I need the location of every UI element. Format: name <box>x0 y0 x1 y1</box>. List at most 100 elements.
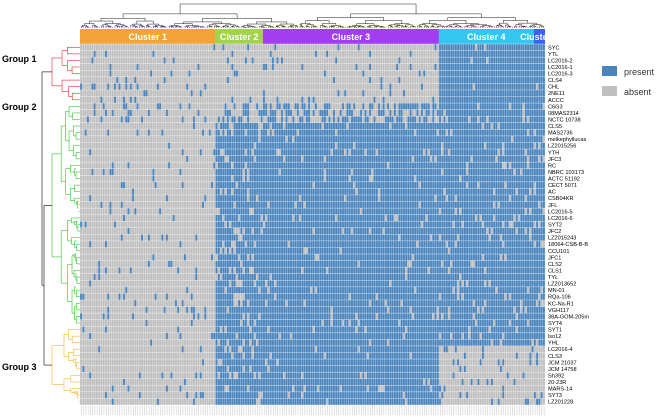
heatmap-cell <box>172 109 175 117</box>
heatmap-cell <box>111 142 114 150</box>
heatmap-cell <box>310 76 313 84</box>
heatmap-cell <box>377 116 381 123</box>
heatmap-cell <box>231 142 234 150</box>
heatmap-cell <box>396 103 399 110</box>
heatmap-cell <box>195 63 198 71</box>
heatmap-cell <box>400 129 403 136</box>
heatmap-cell <box>251 155 254 163</box>
heatmap-cell <box>165 103 169 110</box>
heatmap-cell <box>163 96 166 104</box>
heatmap-cell <box>520 63 523 71</box>
heatmap-cell <box>183 135 187 143</box>
heatmap-cell <box>386 109 390 117</box>
heatmap-cell <box>414 142 417 150</box>
heatmap-cell <box>104 122 108 130</box>
heatmap-cell <box>149 122 153 130</box>
heatmap-cell <box>134 70 137 77</box>
heatmap-cell <box>228 76 232 84</box>
heatmap-cell <box>398 96 401 104</box>
heatmap-cell <box>82 109 85 117</box>
heatmap-cell <box>452 44 455 51</box>
heatmap-cell <box>468 162 471 169</box>
heatmap-cell <box>256 122 259 130</box>
heatmap-cell <box>493 142 496 150</box>
heatmap-cell <box>466 50 469 58</box>
heatmap-cell <box>201 44 205 51</box>
heatmap-cell <box>154 70 157 77</box>
heatmap-cell <box>359 109 363 117</box>
heatmap-cell <box>533 122 537 130</box>
heatmap-cell <box>533 103 537 110</box>
heatmap-cell <box>294 116 297 123</box>
heatmap-cell <box>470 70 473 77</box>
heatmap-cell <box>289 96 293 104</box>
heatmap-cell <box>540 83 543 90</box>
heatmap-cell <box>82 162 85 169</box>
heatmap-cell <box>373 116 376 123</box>
heatmap-cell <box>298 63 302 71</box>
heatmap-cell <box>366 162 369 169</box>
heatmap-cell <box>350 122 354 130</box>
heatmap-cell <box>231 122 234 130</box>
heatmap-cell <box>414 122 417 130</box>
heatmap-cell <box>337 135 340 143</box>
heatmap-cell <box>463 103 467 110</box>
heatmap-cell <box>314 76 318 84</box>
heatmap-cell <box>258 50 261 58</box>
heatmap-cell <box>278 122 281 130</box>
heatmap-cell <box>459 129 462 136</box>
heatmap-cell <box>441 129 444 136</box>
heatmap-cell <box>95 63 99 71</box>
heatmap-cell <box>409 57 412 64</box>
heatmap-cell <box>111 129 114 136</box>
heatmap-cell <box>366 76 369 84</box>
heatmap-cell <box>280 135 284 143</box>
heatmap-cell <box>138 83 141 90</box>
heatmap-cell <box>368 44 372 51</box>
heatmap-cell <box>459 103 462 110</box>
heatmap-cell <box>213 76 216 84</box>
heatmap-cell <box>186 122 189 130</box>
heatmap-cell <box>362 83 365 90</box>
heatmap-cell <box>456 76 460 84</box>
heatmap-cell <box>472 57 476 64</box>
heatmap-cell <box>301 44 304 51</box>
heatmap-cell <box>287 96 290 104</box>
heatmap-cell <box>262 89 266 97</box>
heatmap-cell <box>122 168 126 176</box>
heatmap-cell <box>479 83 482 90</box>
heatmap-cell <box>456 142 460 150</box>
heatmap-cell <box>244 103 248 110</box>
heatmap-cell <box>396 129 399 136</box>
heatmap-cell <box>249 63 252 71</box>
heatmap-cell <box>161 70 164 77</box>
heatmap-cell <box>344 96 347 104</box>
heatmap-cell <box>269 70 272 77</box>
heatmap-cell <box>386 155 390 163</box>
heatmap-cell <box>326 135 329 143</box>
heatmap-cell <box>242 83 245 90</box>
heatmap-cell <box>531 116 534 123</box>
heatmap-cell <box>323 116 327 123</box>
heatmap-cell <box>429 135 433 143</box>
heatmap-cell <box>274 63 277 71</box>
heatmap-cell <box>93 116 96 123</box>
heatmap-cell <box>228 83 232 90</box>
heatmap-cell <box>317 103 320 110</box>
heatmap-cell <box>538 70 541 77</box>
heatmap-cell <box>312 96 315 104</box>
heatmap-cell <box>423 162 426 169</box>
heatmap-cell <box>389 96 392 104</box>
heatmap-cell <box>118 168 121 176</box>
heatmap-cell <box>287 142 290 150</box>
heatmap-cell <box>486 162 489 169</box>
heatmap-cell <box>396 155 399 163</box>
heatmap-cell <box>271 63 275 71</box>
heatmap-cell <box>190 83 193 90</box>
heatmap-cell <box>93 103 96 110</box>
heatmap-cell <box>470 96 473 104</box>
heatmap-cell <box>271 44 275 51</box>
heatmap-cell <box>432 63 435 71</box>
heatmap-cell <box>190 103 193 110</box>
heatmap-cell <box>524 70 527 77</box>
